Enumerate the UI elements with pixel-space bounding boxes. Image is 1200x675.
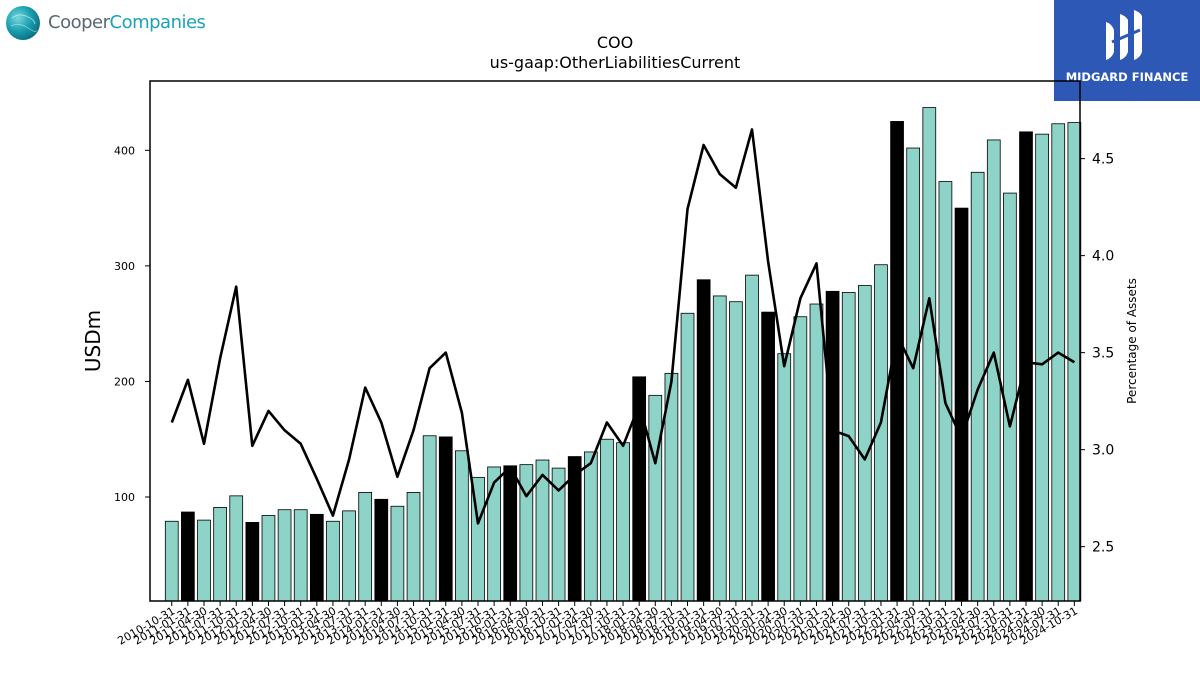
axes: 1002003004002.53.03.54.04.52010-10-31201…	[114, 80, 1114, 648]
y-axis-label: USDm	[81, 310, 105, 372]
bar-2012-04-30	[261, 515, 276, 602]
bar-2011-04-30	[197, 519, 211, 602]
bar-2018-10-31	[680, 312, 695, 602]
brand-part-companies: Companies	[109, 12, 206, 33]
y2-tick-label: 3.0	[1092, 443, 1114, 459]
brand-part-cooper: Cooper	[48, 12, 110, 33]
midgard-finance-logo: MIDGARD FINANCE	[1054, 0, 1200, 101]
bar-2011-10-31	[229, 495, 244, 602]
bar-2020-04-30	[777, 353, 792, 602]
bar-2017-04-30	[583, 451, 598, 602]
bar-2019-10-31	[745, 274, 759, 602]
y-tick-label: 200	[114, 375, 135, 388]
bar-2018-04-30	[648, 394, 663, 602]
bar-2019-07-31	[729, 301, 743, 602]
bar-2011-01-31	[181, 511, 195, 602]
cooper-companies-logo: CooperCompanies	[4, 4, 206, 42]
chart-title: COO	[597, 33, 633, 52]
bar-2012-07-31	[277, 509, 292, 602]
bar-2020-07-31	[793, 316, 808, 602]
bar-2015-04-30	[455, 450, 469, 602]
bar-2024-04-30	[1035, 133, 1049, 602]
y2-tick-label: 4.0	[1092, 249, 1114, 265]
bar-2023-10-31	[1003, 192, 1017, 602]
bar-2015-01-31	[438, 436, 453, 602]
bar-2022-10-31	[938, 181, 953, 602]
midgard-emblem-icon	[1106, 10, 1142, 60]
y-tick-label: 100	[114, 491, 135, 504]
bar-2022-07-31	[922, 107, 937, 602]
bar-2016-04-30	[519, 464, 534, 602]
bar-2015-10-31	[487, 466, 501, 602]
bar-2016-10-31	[551, 467, 566, 602]
bar-2021-01-31	[825, 290, 840, 602]
bar-2019-01-31	[696, 279, 711, 602]
percent-of-assets-line	[170, 128, 1076, 525]
percent-line-series	[170, 128, 1076, 525]
bar-2014-04-30	[390, 505, 405, 602]
bar-2012-01-31	[245, 522, 260, 602]
bar-2010-10-31	[164, 520, 179, 602]
bar-2021-04-30	[841, 292, 856, 602]
bar-2013-04-30	[326, 520, 340, 602]
bar-2013-07-31	[342, 510, 356, 602]
bar-2012-10-31	[293, 509, 308, 602]
bar-series	[164, 107, 1082, 602]
bar-2020-10-31	[809, 303, 824, 602]
globe-icon	[6, 6, 40, 40]
bar-2014-01-31	[374, 498, 389, 602]
bar-2024-07-31	[1051, 123, 1066, 602]
y2-tick-label: 4.5	[1092, 152, 1114, 168]
bar-2016-01-31	[503, 465, 518, 602]
midgard-finance-label: MIDGARD FINANCE	[1065, 70, 1189, 84]
bar-2021-07-31	[857, 285, 872, 602]
bar-2013-10-31	[358, 491, 373, 602]
y2-tick-label: 3.5	[1092, 346, 1114, 362]
bar-2017-10-31	[616, 442, 630, 602]
y2-tick-label: 2.5	[1092, 540, 1114, 556]
bar-2014-10-31	[422, 435, 437, 602]
cooper-companies-wordmark: CooperCompanies	[48, 12, 206, 33]
plot-frame	[149, 80, 1081, 602]
bar-2022-04-30	[906, 147, 921, 602]
bar-2013-01-31	[309, 513, 324, 602]
bar-2023-01-31	[954, 207, 969, 602]
bar-2011-07-31	[213, 506, 227, 602]
bar-2018-01-31	[632, 376, 647, 602]
bar-2014-07-31	[406, 491, 421, 602]
bar-2017-07-31	[600, 438, 614, 602]
y2-axis-label: Percentage of Assets	[1125, 278, 1139, 404]
bar-2019-04-30	[712, 295, 727, 602]
y-tick-label: 300	[114, 260, 135, 273]
y-tick-label: 400	[114, 144, 135, 157]
chart-subtitle: us-gaap:OtherLiabilitiesCurrent	[490, 53, 741, 72]
bar-2020-01-31	[761, 311, 775, 602]
